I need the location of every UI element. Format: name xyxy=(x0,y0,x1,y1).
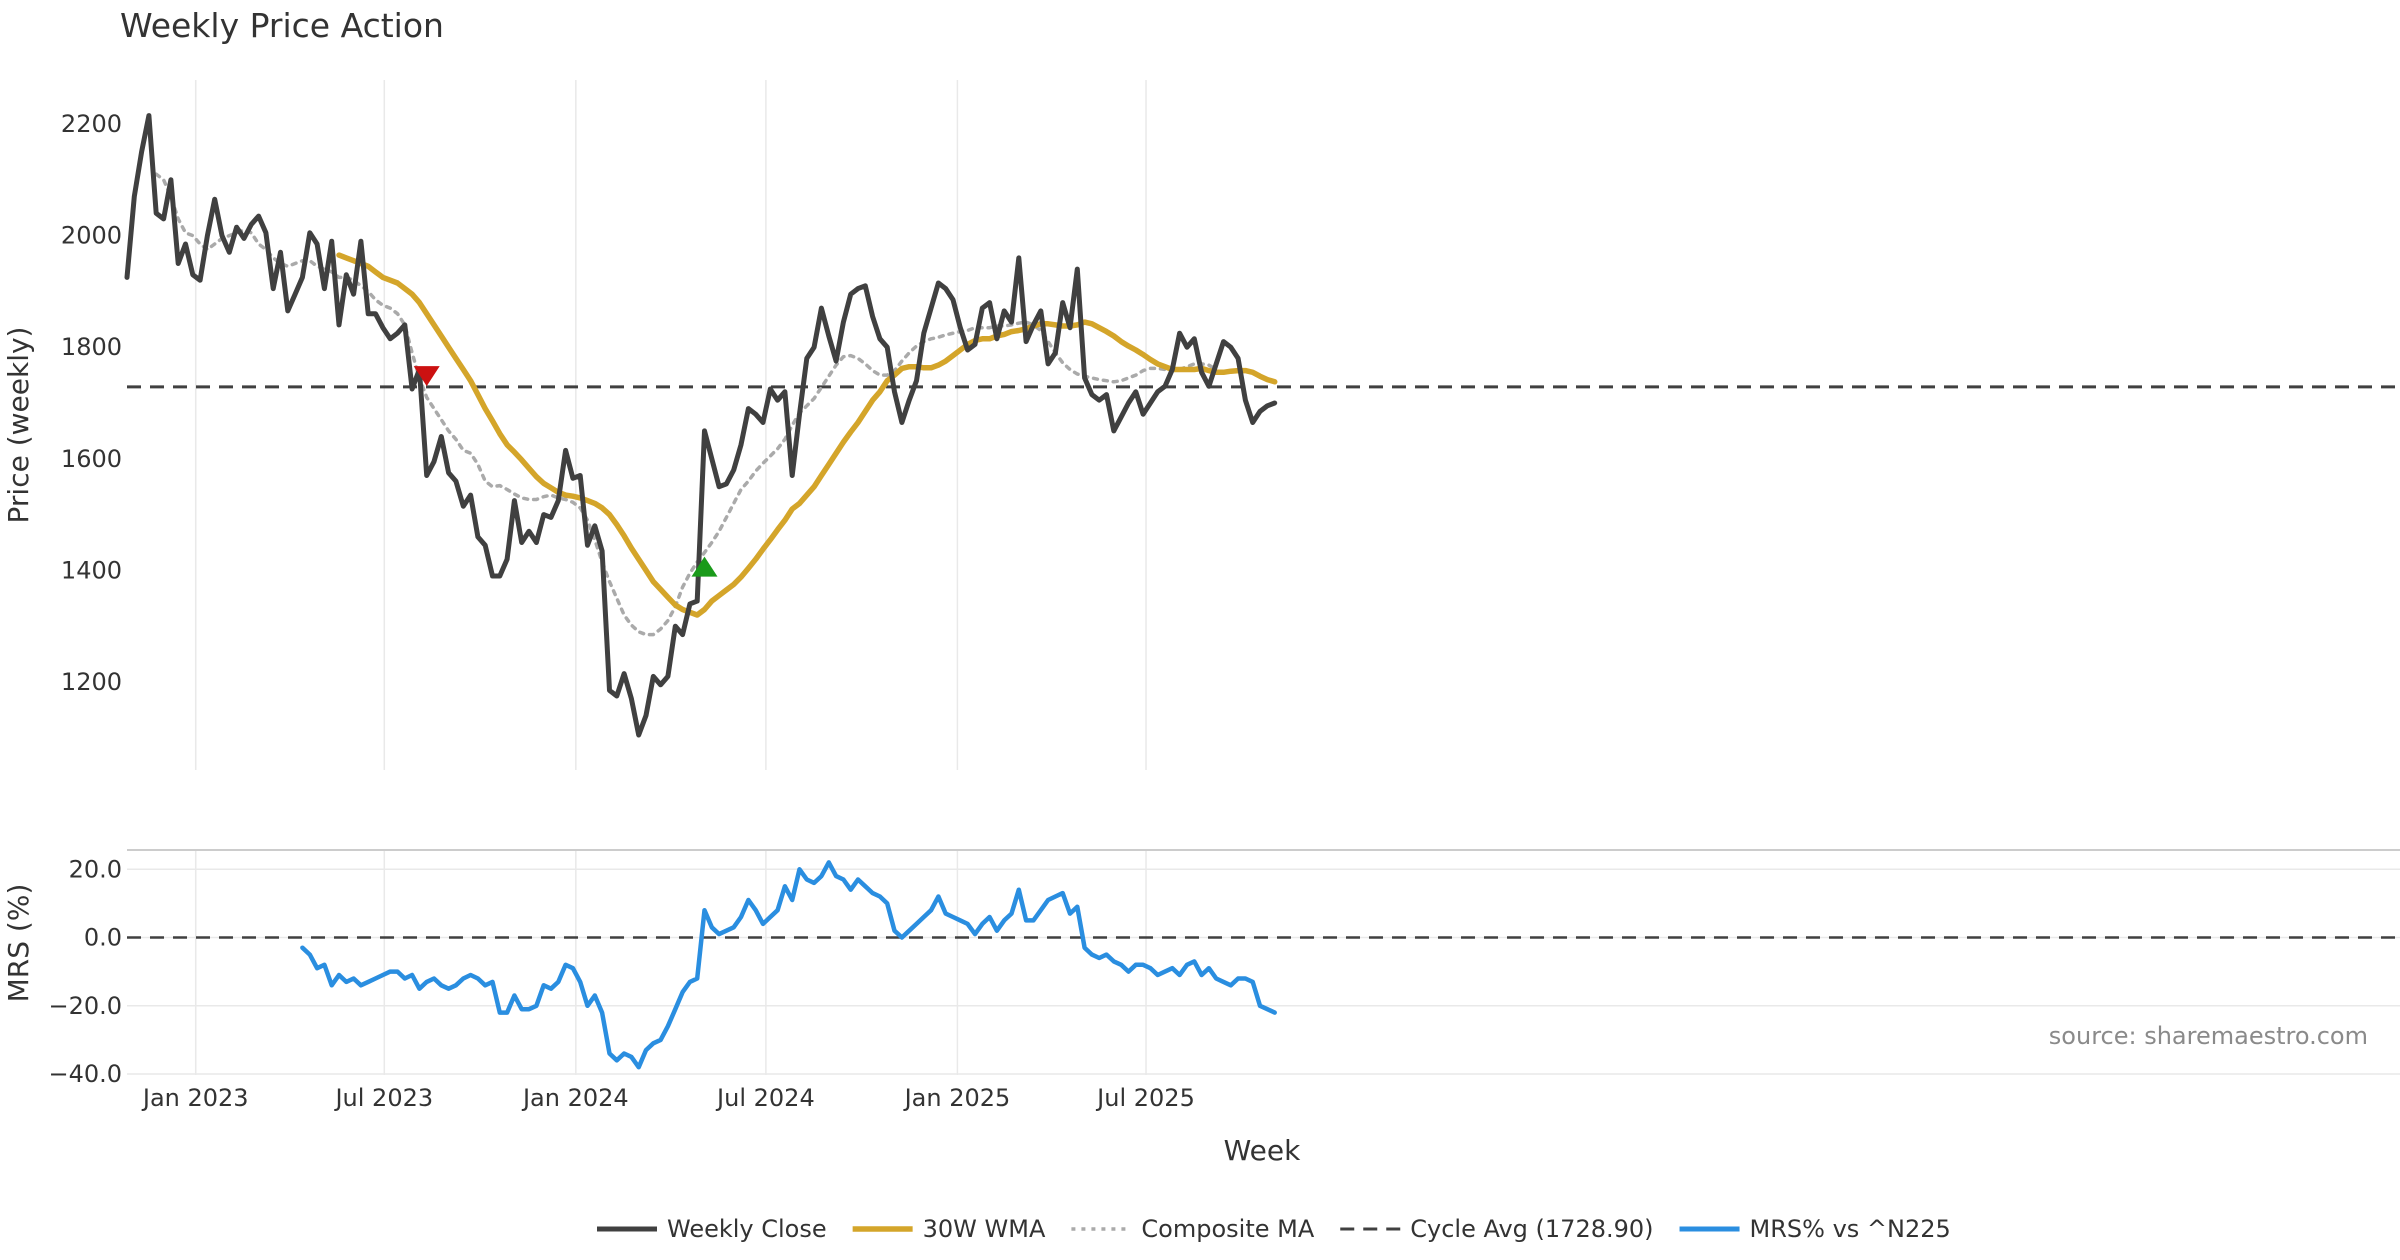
x-tick-label: Jan 2025 xyxy=(903,1084,1011,1112)
price-y-axis-title: Price (weekly) xyxy=(2,327,35,524)
buy-signal-marker xyxy=(691,556,718,577)
legend-label-composite: Composite MA xyxy=(1141,1215,1314,1243)
x-axis-title: Week xyxy=(1224,1134,1301,1167)
chart-title: Weekly Price Action xyxy=(120,6,444,45)
legend-label-cycle: Cycle Avg (1728.90) xyxy=(1410,1215,1653,1243)
axis-labels: Jan 2023 Jul 2023 Jan 2024 Jul 2024 Jan 2025… xyxy=(48,110,1194,1112)
legend-label-mrs: MRS% vs ^N225 xyxy=(1750,1215,1951,1243)
wma-30w-line xyxy=(336,252,1278,618)
price-gridlines xyxy=(194,80,1147,770)
x-tick-label: Jul 2023 xyxy=(333,1084,433,1112)
x-tick-label: Jul 2025 xyxy=(1095,1084,1195,1112)
x-tick-label: Jul 2024 xyxy=(715,1084,815,1112)
price-y-tick-label: 2200 xyxy=(61,110,122,138)
mrs-line xyxy=(300,860,1277,1070)
weekly-close-line xyxy=(124,113,1278,738)
mrs-y-tick-label: 20.0 xyxy=(69,855,122,883)
mrs-y-axis-title: MRS (%) xyxy=(2,884,35,1003)
price-y-tick-label: 2000 xyxy=(61,222,122,250)
legend-label-wma: 30W WMA xyxy=(923,1215,1046,1243)
price-panel xyxy=(124,113,2400,738)
sell-signal-marker xyxy=(413,366,440,387)
legend-label-close: Weekly Close xyxy=(667,1215,827,1243)
price-y-tick-label: 1800 xyxy=(61,333,122,361)
legend: Weekly Close 30W WMA Composite MA Cycle Avg… xyxy=(597,1215,1951,1243)
x-tick-label: Jan 2023 xyxy=(141,1084,249,1112)
mrs-y-tick-label: 0.0 xyxy=(84,924,122,952)
mrs-panel xyxy=(127,860,2400,1070)
mrs-y-tick-label: −40.0 xyxy=(48,1060,122,1088)
price-y-tick-label: 1400 xyxy=(61,556,122,584)
x-tick-label: Jan 2024 xyxy=(521,1084,629,1112)
source-credit: source: sharemaestro.com xyxy=(2049,1022,2368,1050)
price-y-tick-label: 1600 xyxy=(61,445,122,473)
mrs-y-tick-label: −20.0 xyxy=(48,992,122,1020)
price-y-tick-label: 1200 xyxy=(61,668,122,696)
